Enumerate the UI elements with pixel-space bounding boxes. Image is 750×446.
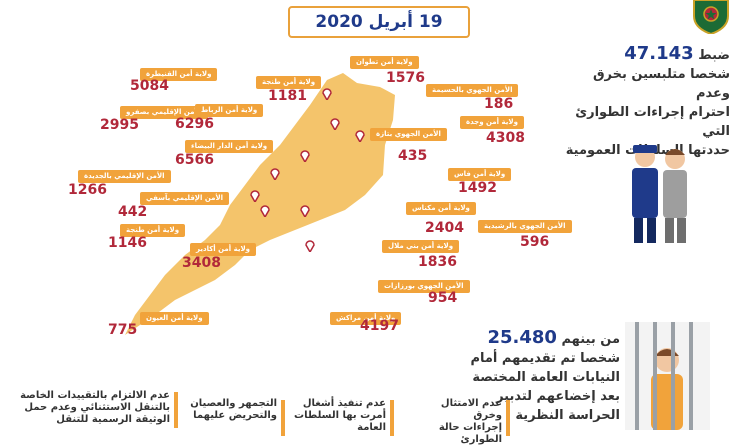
region-count: 1266 bbox=[68, 182, 107, 198]
region-label: ولاية أمن أكادير bbox=[190, 243, 257, 256]
map-pin-icon bbox=[355, 130, 365, 142]
region-label: ولاية أمن الرباط bbox=[195, 104, 264, 117]
map-pin-icon bbox=[260, 205, 270, 217]
reason-item: عدم الالتزام بالتقييدات الخاصة بالتنقل ا… bbox=[10, 390, 178, 428]
map-pin-icon bbox=[300, 150, 310, 162]
region-count: 1146 bbox=[108, 235, 147, 251]
region-label: ولاية أمن فاس bbox=[448, 168, 512, 181]
reason-line: بالتنقل الاستثنائي وعدم حمل bbox=[24, 402, 170, 413]
region-count: 6296 bbox=[175, 116, 214, 132]
summary-custody-line: الحراسة النظرية bbox=[515, 408, 620, 423]
region-count: 4308 bbox=[486, 130, 525, 146]
summary-custody-line: شخصا تم تقديمهم أمام bbox=[470, 351, 620, 366]
map-pin-icon bbox=[300, 205, 310, 217]
region-label: ولاية أمن مكناس bbox=[406, 202, 476, 215]
summary-arrests-line: احترام إجراءات الطوارئ التي bbox=[575, 105, 730, 139]
region-label: الأمن الجهوي بورزازات bbox=[378, 280, 470, 293]
reason-line: الوثيقة الرسمية للتنقل bbox=[56, 414, 170, 425]
region-label: ولاية أمن وجدة bbox=[460, 116, 524, 129]
region-count: 2995 bbox=[100, 117, 139, 133]
map-pin-icon bbox=[305, 240, 315, 252]
region-label: الأمن الإقليمي بصفرو bbox=[120, 106, 209, 119]
region-count: 186 bbox=[484, 96, 514, 112]
region-label: ولاية أمن بني ملال bbox=[382, 240, 460, 253]
region-count: 1836 bbox=[418, 254, 457, 270]
region-label: ولاية أمن طنجة bbox=[120, 224, 186, 237]
region-count: 3408 bbox=[182, 255, 221, 271]
officer-arrest-icon bbox=[632, 145, 687, 243]
region-label: الأمن الجهوي بتازة bbox=[370, 128, 447, 141]
region-label: الأمن الإقليمي بآسفي bbox=[140, 192, 230, 205]
map-pin-icon bbox=[250, 190, 260, 202]
region-count: 5084 bbox=[130, 78, 169, 94]
date-banner: 19 أبريل 2020 bbox=[288, 6, 470, 38]
region-label: ولاية أمن العيون bbox=[140, 312, 209, 325]
region-count: 435 bbox=[398, 148, 428, 164]
police-emblem-icon bbox=[693, 0, 729, 34]
morocco-map bbox=[125, 73, 395, 335]
region-label: ولاية أمن القنيطرة bbox=[140, 68, 218, 81]
date-text: 19 أبريل 2020 bbox=[315, 12, 443, 32]
reason-line: عدم تنفيذ أشغال bbox=[302, 398, 386, 409]
region-count: 1576 bbox=[386, 70, 425, 86]
region-count: 954 bbox=[428, 290, 458, 306]
region-count: 442 bbox=[118, 204, 148, 220]
reason-line: والتحريض عليهما bbox=[193, 410, 277, 421]
region-label: الأمن الإقليمي بالجديدة bbox=[78, 170, 171, 183]
reason-line: العامة bbox=[357, 422, 386, 433]
region-count: 6566 bbox=[175, 152, 214, 168]
map-pin-icon bbox=[330, 118, 340, 130]
prisoner-icon bbox=[625, 322, 710, 430]
summary-custody-count: 25.480 bbox=[487, 327, 557, 348]
summary-custody-prefix: من بينهم bbox=[561, 332, 620, 347]
region-count: 775 bbox=[108, 322, 138, 338]
region-label: ولاية أمن مراكش bbox=[330, 312, 402, 325]
summary-custody-line: النيابات العامة المختصة bbox=[472, 370, 620, 385]
region-count: 2404 bbox=[425, 220, 464, 236]
map-pin-icon bbox=[270, 168, 280, 180]
region-label: ولاية أمن الدار البيضاء bbox=[185, 140, 274, 153]
region-count: 1492 bbox=[458, 180, 497, 196]
map-pin-icon bbox=[322, 88, 332, 100]
reason-item: عدم تنفيذ أشغال أمرت بها السلطات العامة bbox=[290, 398, 394, 436]
reason-line: عدم الالتزام بالتقييدات الخاصة bbox=[20, 390, 170, 401]
reason-line: عدم الامتثال وخرق bbox=[440, 398, 502, 421]
summary-custody: من بينهم 25.480 شخصا تم تقديمهم أمام الن… bbox=[470, 328, 620, 425]
region-label: الأمن الجهوي بالرشيدية bbox=[478, 220, 572, 233]
region-label: ولاية أمن طنجة bbox=[256, 76, 322, 89]
reason-line: أمرت بها السلطات bbox=[294, 410, 386, 421]
summary-custody-line: بعد إخضاعهم لتدبير bbox=[496, 389, 620, 404]
reason-item: عدم الامتثال وخرق إجراءات حالة الطوارئ bbox=[412, 398, 510, 446]
reason-line: التجمهر والعصيان bbox=[190, 398, 277, 409]
reason-item: التجمهر والعصيان والتحريض عليهما bbox=[185, 398, 285, 436]
region-label: ولاية أمن تطوان bbox=[350, 56, 419, 69]
summary-arrests-line: شخصا متلبسين بخرق وعدم bbox=[592, 67, 730, 101]
region-count: 596 bbox=[520, 234, 550, 250]
summary-arrests-count: 47.143 bbox=[624, 43, 694, 64]
summary-arrests-prefix: ضبط bbox=[698, 48, 730, 63]
reason-line: إجراءات حالة الطوارئ bbox=[438, 422, 502, 445]
region-count: 1181 bbox=[268, 88, 307, 104]
region-count: 4197 bbox=[360, 318, 399, 334]
region-label: الأمن الجهوي بالحسيمة bbox=[426, 84, 519, 97]
